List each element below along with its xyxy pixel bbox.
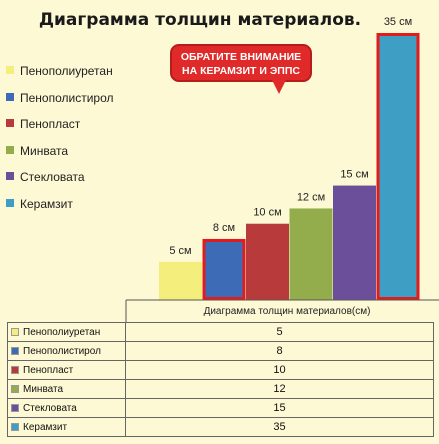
table-row: Стекловата 15	[7, 398, 434, 418]
table-swatch	[11, 403, 19, 412]
callout-line-1: ОБРАТИТЕ ВНИМАНИЕ	[180, 51, 302, 63]
legend-label: Пенополистирол	[20, 90, 114, 105]
table-row: Пенопласт 10	[7, 360, 434, 380]
table-series-name: Пенопласт	[23, 364, 74, 376]
table-cell-name: Минвата	[7, 379, 126, 399]
table-row: Пенополиуретан 5	[7, 322, 434, 342]
x-axis-label: Диаграмма толщин материалов(см)	[204, 306, 371, 317]
bar-data-label-1: 5 см	[169, 245, 191, 257]
data-table: Пенополиуретан 5 Пенополистирол 8 Пенопласт 1…	[7, 322, 434, 437]
legend-item-4: Минвата	[6, 144, 166, 158]
table-swatch	[11, 422, 19, 431]
table-cell-name: Керамзит	[7, 417, 126, 437]
legend-swatch	[6, 172, 14, 180]
legend-item-6: Керамзит	[6, 197, 166, 211]
bar-data-label-4: 12 см	[297, 191, 325, 203]
table-cell-name: Пенополистирол	[7, 341, 126, 361]
legend-label: Керамзит	[20, 196, 73, 211]
bar-6	[376, 33, 420, 300]
bar-data-label-2: 8 см	[213, 222, 235, 234]
legend-label: Стекловата	[20, 170, 85, 184]
table-series-name: Минвата	[23, 383, 64, 395]
table-cell-value: 8	[125, 341, 434, 361]
table-series-name: Пенополиуретан	[23, 326, 101, 338]
table-cell-value: 12	[125, 379, 434, 399]
table-swatch	[11, 346, 19, 355]
bar-4	[289, 208, 333, 300]
table-series-name: Пенополистирол	[23, 345, 101, 357]
legend-swatch	[6, 66, 14, 74]
legend-label: Пенополиуретан	[20, 64, 113, 78]
bar-1	[159, 261, 202, 300]
table-cell-name: Стекловата	[7, 398, 126, 418]
bar-data-label-3: 10 см	[253, 207, 281, 219]
legend-item-2: Пенополистирол	[6, 91, 166, 105]
bar-data-label-5: 15 см	[340, 169, 368, 181]
bar-2	[202, 238, 246, 300]
legend-item-1: Пенополиуретан	[6, 64, 166, 78]
table-cell-name: Пенополиуретан	[7, 322, 126, 342]
bar-highlight-2	[202, 238, 246, 301]
chart-title: Диаграмма толщин материалов.	[38, 10, 362, 30]
bar-3	[246, 223, 289, 300]
table-cell-value: 5	[125, 322, 434, 342]
attention-callout: ОБРАТИТЕ ВНИМАНИЕ НА КЕРАМЗИТ И ЭППС	[170, 44, 312, 82]
table-series-name: Стекловата	[23, 402, 77, 414]
legend-label: Минвата	[20, 143, 69, 158]
bar-data-label-6: 35 см	[384, 16, 412, 28]
legend-swatch	[6, 198, 14, 207]
table-cell-name: Пенопласт	[7, 360, 126, 380]
legend-item-5: Стекловата	[6, 170, 166, 184]
table-row: Минвата 12	[7, 379, 434, 399]
table-cell-value: 15	[125, 398, 434, 418]
legend-label: Пенопласт	[20, 117, 81, 131]
table-swatch	[11, 384, 19, 393]
table-series-name: Керамзит	[23, 421, 68, 433]
table-cell-value: 35	[125, 417, 434, 437]
table-row: Пенополистирол 8	[7, 341, 434, 361]
callout-pointer	[272, 80, 286, 94]
legend-item-3: Пенопласт	[6, 117, 166, 131]
legend-swatch	[6, 119, 14, 127]
table-cell-value: 10	[125, 360, 434, 380]
table-swatch	[11, 327, 19, 336]
legend-swatch	[6, 145, 14, 154]
legend-swatch	[6, 92, 14, 101]
bar-highlight-6	[376, 33, 420, 300]
bar-5	[333, 185, 376, 300]
callout-line-2: НА КЕРАМЗИТ И ЭППС	[182, 65, 300, 77]
table-row: Керамзит 35	[7, 417, 434, 437]
table-swatch	[11, 365, 19, 374]
